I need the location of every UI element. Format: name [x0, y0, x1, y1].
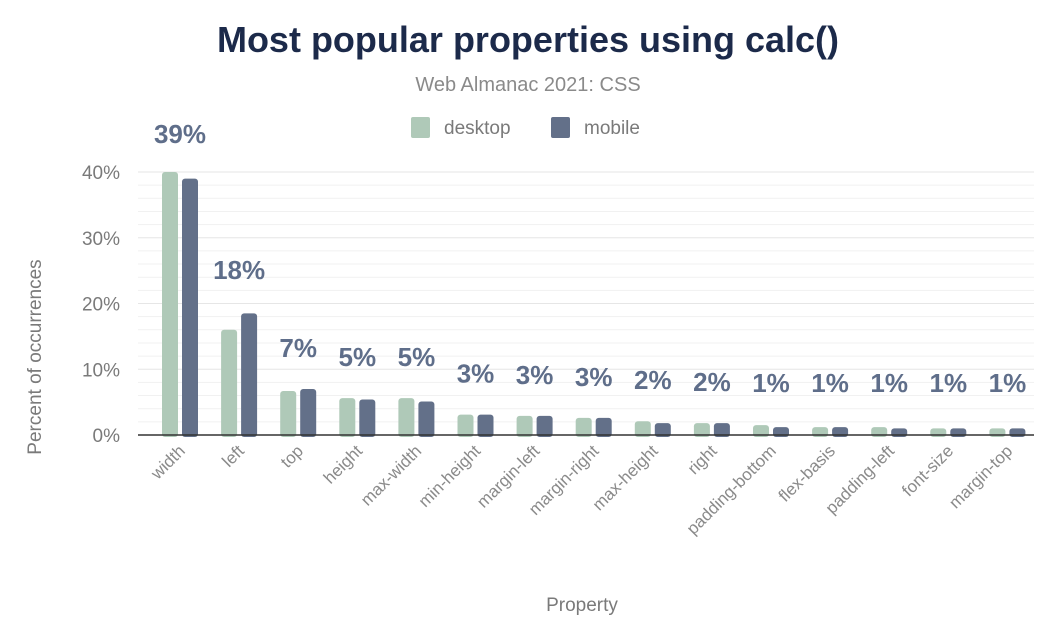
- data-label: 3%: [516, 360, 554, 390]
- legend-label-desktop: desktop: [444, 118, 511, 139]
- x-tick-label: height: [320, 441, 366, 487]
- bars: [162, 172, 1026, 437]
- bar-mobile-height: [359, 399, 376, 437]
- data-label: 1%: [870, 368, 908, 398]
- y-axis-ticks: 0% 10% 20% 30% 40%: [82, 163, 120, 447]
- data-label: 3%: [457, 359, 495, 389]
- data-label: 5%: [339, 342, 377, 372]
- data-label: 5%: [398, 342, 436, 372]
- bar-desktop-padding-bottom: [753, 425, 769, 437]
- data-label: 18%: [213, 255, 265, 285]
- bar-mobile-margin-left: [536, 415, 553, 437]
- y-tick-label: 10%: [82, 360, 120, 381]
- bar-desktop-right: [693, 423, 710, 437]
- data-label: 3%: [575, 362, 613, 392]
- x-tick-label: max-width: [357, 441, 425, 509]
- x-axis-label: Property: [546, 595, 618, 616]
- data-label: 1%: [752, 368, 790, 398]
- bar-desktop-margin-left: [516, 415, 533, 437]
- legend-swatch-mobile: [551, 117, 570, 138]
- data-label: 1%: [811, 368, 849, 398]
- x-tick-label: left: [218, 441, 248, 471]
- bar-mobile-min-height: [477, 414, 494, 437]
- legend-swatch-desktop: [411, 117, 430, 138]
- data-label: 7%: [279, 333, 317, 363]
- x-tick-label: margin-top: [945, 441, 1016, 512]
- bar-mobile-margin-right: [595, 417, 612, 437]
- bar-desktop-top: [280, 390, 297, 437]
- gridlines: [138, 171, 1034, 423]
- data-label: 1%: [989, 368, 1027, 398]
- chart-subtitle: Web Almanac 2021: CSS: [415, 74, 640, 96]
- x-tick-label: width: [147, 441, 189, 483]
- bar-desktop-max-width: [398, 398, 415, 437]
- data-label: 39%: [154, 119, 206, 149]
- data-labels: 39% 18% 7% 5% 5% 3% 3% 3% 2% 2% 1% 1% 1% 1% 1%: [154, 119, 1026, 398]
- y-tick-label: 30%: [82, 229, 120, 250]
- bar-desktop-left: [221, 329, 238, 437]
- x-tick-label: min-height: [415, 441, 485, 511]
- x-tick-label: font-size: [898, 441, 957, 500]
- data-label: 2%: [693, 367, 731, 397]
- bar-mobile-max-height: [654, 423, 671, 437]
- data-label: 1%: [930, 368, 968, 398]
- bar-mobile-width: [182, 178, 198, 437]
- bar-desktop-height: [339, 398, 356, 437]
- y-tick-label: 40%: [82, 163, 120, 184]
- bar-desktop-min-height: [457, 414, 474, 437]
- y-tick-label: 0%: [93, 426, 121, 447]
- bar-mobile-left: [241, 313, 258, 437]
- bar-desktop-width: [162, 172, 178, 437]
- x-tick-label: top: [277, 441, 307, 471]
- bar-mobile-max-width: [418, 401, 435, 437]
- y-tick-label: 20%: [82, 295, 120, 316]
- y-axis-label: Percent of occurrences: [25, 259, 46, 454]
- bar-mobile-top: [300, 388, 317, 437]
- legend: desktop mobile: [411, 117, 640, 139]
- legend-label-mobile: mobile: [584, 118, 640, 139]
- bar-desktop-max-height: [634, 421, 651, 437]
- bar-mobile-right: [713, 423, 730, 437]
- bar-desktop-margin-right: [575, 417, 592, 437]
- x-tick-label: right: [684, 441, 721, 478]
- data-label: 2%: [634, 365, 672, 395]
- chart-title: Most popular properties using calc(): [217, 19, 839, 60]
